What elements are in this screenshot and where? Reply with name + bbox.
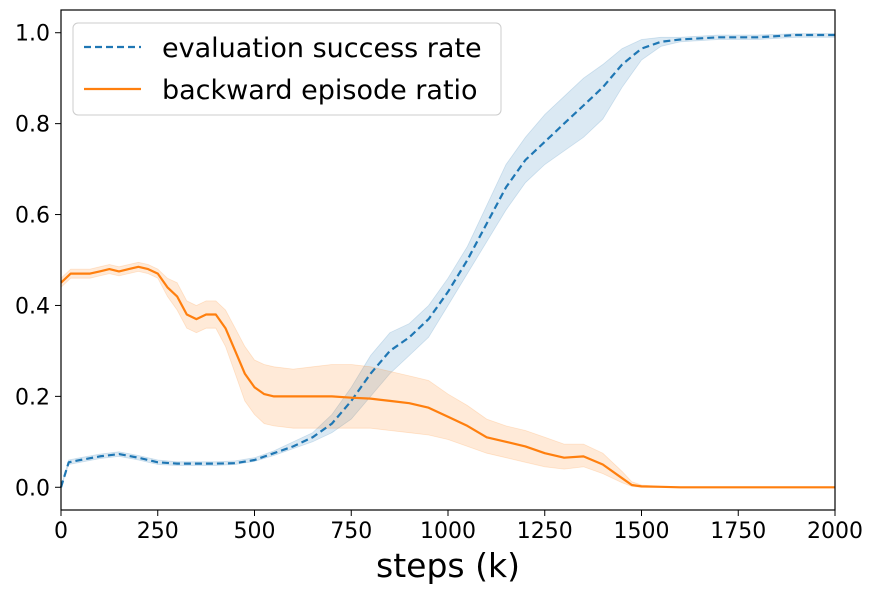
- x-tick-label: 500: [234, 519, 276, 544]
- x-axis-ticks: 0 250 500 750 1000 1250 1500 1750 2000: [54, 510, 863, 544]
- x-tick-label: 1750: [710, 519, 766, 544]
- x-tick-label: 1500: [614, 519, 670, 544]
- x-tick-label: 250: [137, 519, 179, 544]
- legend-box: [72, 22, 502, 116]
- series-line-evaluation-success-rate: [59, 33, 835, 488]
- y-tick-label: 0.8: [15, 113, 50, 138]
- series-lines: [59, 33, 835, 489]
- x-axis-label: steps (k): [376, 546, 520, 585]
- y-tick-label: 0.4: [15, 294, 50, 319]
- legend-label: backward episode ratio: [162, 75, 478, 106]
- series-line-backward-episode-ratio: [60, 265, 835, 489]
- y-axis-ticks: 0.0 0.2 0.4 0.6 0.8 1.0: [15, 22, 61, 501]
- x-tick-label: 750: [330, 519, 372, 544]
- y-tick-label: 1.0: [15, 22, 50, 47]
- x-tick-label: 2000: [807, 519, 863, 544]
- y-tick-label: 0.2: [15, 385, 50, 410]
- x-tick-label: 0: [54, 519, 68, 544]
- x-tick-label: 1250: [517, 519, 573, 544]
- y-tick-label: 0.6: [15, 204, 50, 229]
- legend-label: evaluation success rate: [162, 33, 482, 64]
- legend: evaluation success rate backward episode …: [72, 22, 502, 116]
- y-tick-label: 0.0: [15, 476, 50, 501]
- x-tick-label: 1000: [420, 519, 476, 544]
